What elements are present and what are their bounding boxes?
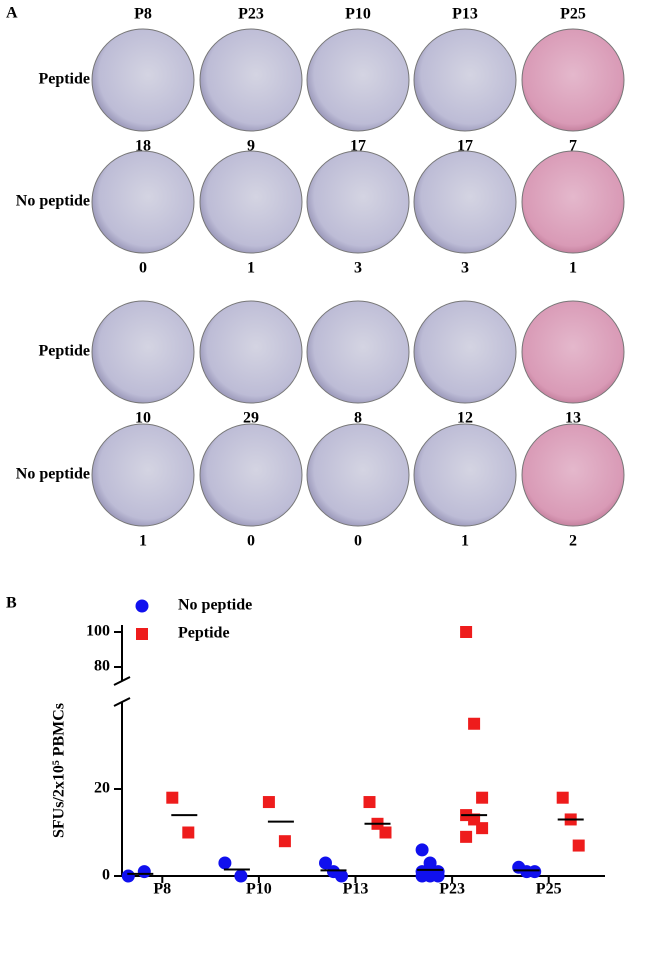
well — [521, 150, 625, 254]
spot-count: 1 — [569, 260, 577, 277]
data-point — [379, 826, 392, 839]
well — [521, 300, 625, 404]
y-tick-label: 0 — [102, 867, 110, 884]
row-label: Peptide — [38, 343, 90, 360]
x-tick-label: P13 — [343, 881, 369, 898]
spot-count: 1 — [461, 533, 469, 550]
panel-label: B — [6, 595, 17, 612]
data-point — [556, 791, 569, 804]
y-tick-label: 80 — [94, 658, 110, 675]
data-point — [166, 791, 179, 804]
spot-count: 18 — [135, 138, 151, 155]
spot-count: 17 — [457, 138, 473, 155]
x-tick-label: P10 — [246, 881, 272, 898]
spot-count: 13 — [565, 410, 581, 427]
well — [413, 28, 517, 132]
data-point — [460, 626, 473, 638]
well — [306, 150, 410, 254]
well — [521, 423, 625, 527]
data-point — [363, 796, 376, 809]
spot-count: 1 — [139, 533, 147, 550]
y-tick-label: 20 — [94, 780, 110, 797]
well — [91, 300, 195, 404]
spot-count: 0 — [247, 533, 255, 550]
spot-count: 17 — [350, 138, 366, 155]
spot-count: 10 — [135, 410, 151, 427]
spot-count: 3 — [354, 260, 362, 277]
data-point — [182, 826, 195, 839]
spot-count: 0 — [354, 533, 362, 550]
column-label: P23 — [238, 6, 264, 23]
x-tick-label: P8 — [153, 881, 171, 898]
legend-label: No peptide — [178, 597, 252, 614]
column-label: P8 — [134, 6, 152, 23]
data-point — [528, 865, 542, 879]
well — [306, 28, 410, 132]
y-tick-label: 100 — [86, 623, 110, 640]
spot-count: 29 — [243, 410, 259, 427]
data-point — [218, 856, 232, 870]
legend-label: Peptide — [178, 625, 230, 642]
axis-break — [113, 676, 131, 686]
column-label: P25 — [560, 6, 586, 23]
well — [413, 423, 517, 527]
x-tick-label: P23 — [439, 881, 465, 898]
spot-count: 3 — [461, 260, 469, 277]
data-point — [572, 839, 585, 852]
well — [413, 150, 517, 254]
chart: 0 20 80 100 SFUs/2x10⁵ PBMCs P8 P10 P13 P23 P25 No… — [51, 597, 605, 898]
y-axis-title: SFUs/2x10⁵ PBMCs — [51, 703, 68, 838]
data-point — [476, 791, 489, 804]
data-point — [468, 717, 481, 730]
data-point — [137, 865, 151, 879]
data-point — [262, 796, 275, 809]
data-point — [121, 869, 135, 883]
well — [199, 423, 303, 527]
spot-count: 12 — [457, 410, 473, 427]
column-label: P13 — [452, 6, 478, 23]
row-label: No peptide — [16, 466, 90, 483]
row-label: Peptide — [38, 71, 90, 88]
well — [199, 150, 303, 254]
well — [91, 423, 195, 527]
data-point — [415, 843, 429, 857]
data-point — [319, 856, 332, 870]
data-point — [460, 830, 473, 843]
data-point — [423, 856, 437, 870]
spot-count: 9 — [247, 138, 255, 155]
well — [91, 28, 195, 132]
spot-count: 2 — [569, 533, 577, 550]
data-point — [136, 628, 148, 640]
data-point — [234, 869, 248, 883]
axis-break — [113, 697, 131, 707]
data-point — [278, 835, 291, 848]
data-point — [135, 599, 149, 613]
well — [91, 150, 195, 254]
well — [199, 28, 303, 132]
spot-count: 1 — [247, 260, 255, 277]
well — [306, 423, 410, 527]
spot-count: 8 — [354, 410, 362, 427]
panel-label: A — [6, 5, 18, 22]
row-label: No peptide — [16, 193, 90, 210]
x-tick-label: P25 — [536, 881, 562, 898]
spot-count: 0 — [139, 260, 147, 277]
well — [306, 300, 410, 404]
well — [199, 300, 303, 404]
data-point — [431, 869, 445, 883]
data-point — [476, 822, 489, 835]
data-point — [335, 869, 348, 883]
column-label: P10 — [345, 6, 371, 23]
data-point — [415, 869, 429, 883]
well — [413, 300, 517, 404]
well — [521, 28, 625, 132]
spot-count: 7 — [569, 138, 577, 155]
